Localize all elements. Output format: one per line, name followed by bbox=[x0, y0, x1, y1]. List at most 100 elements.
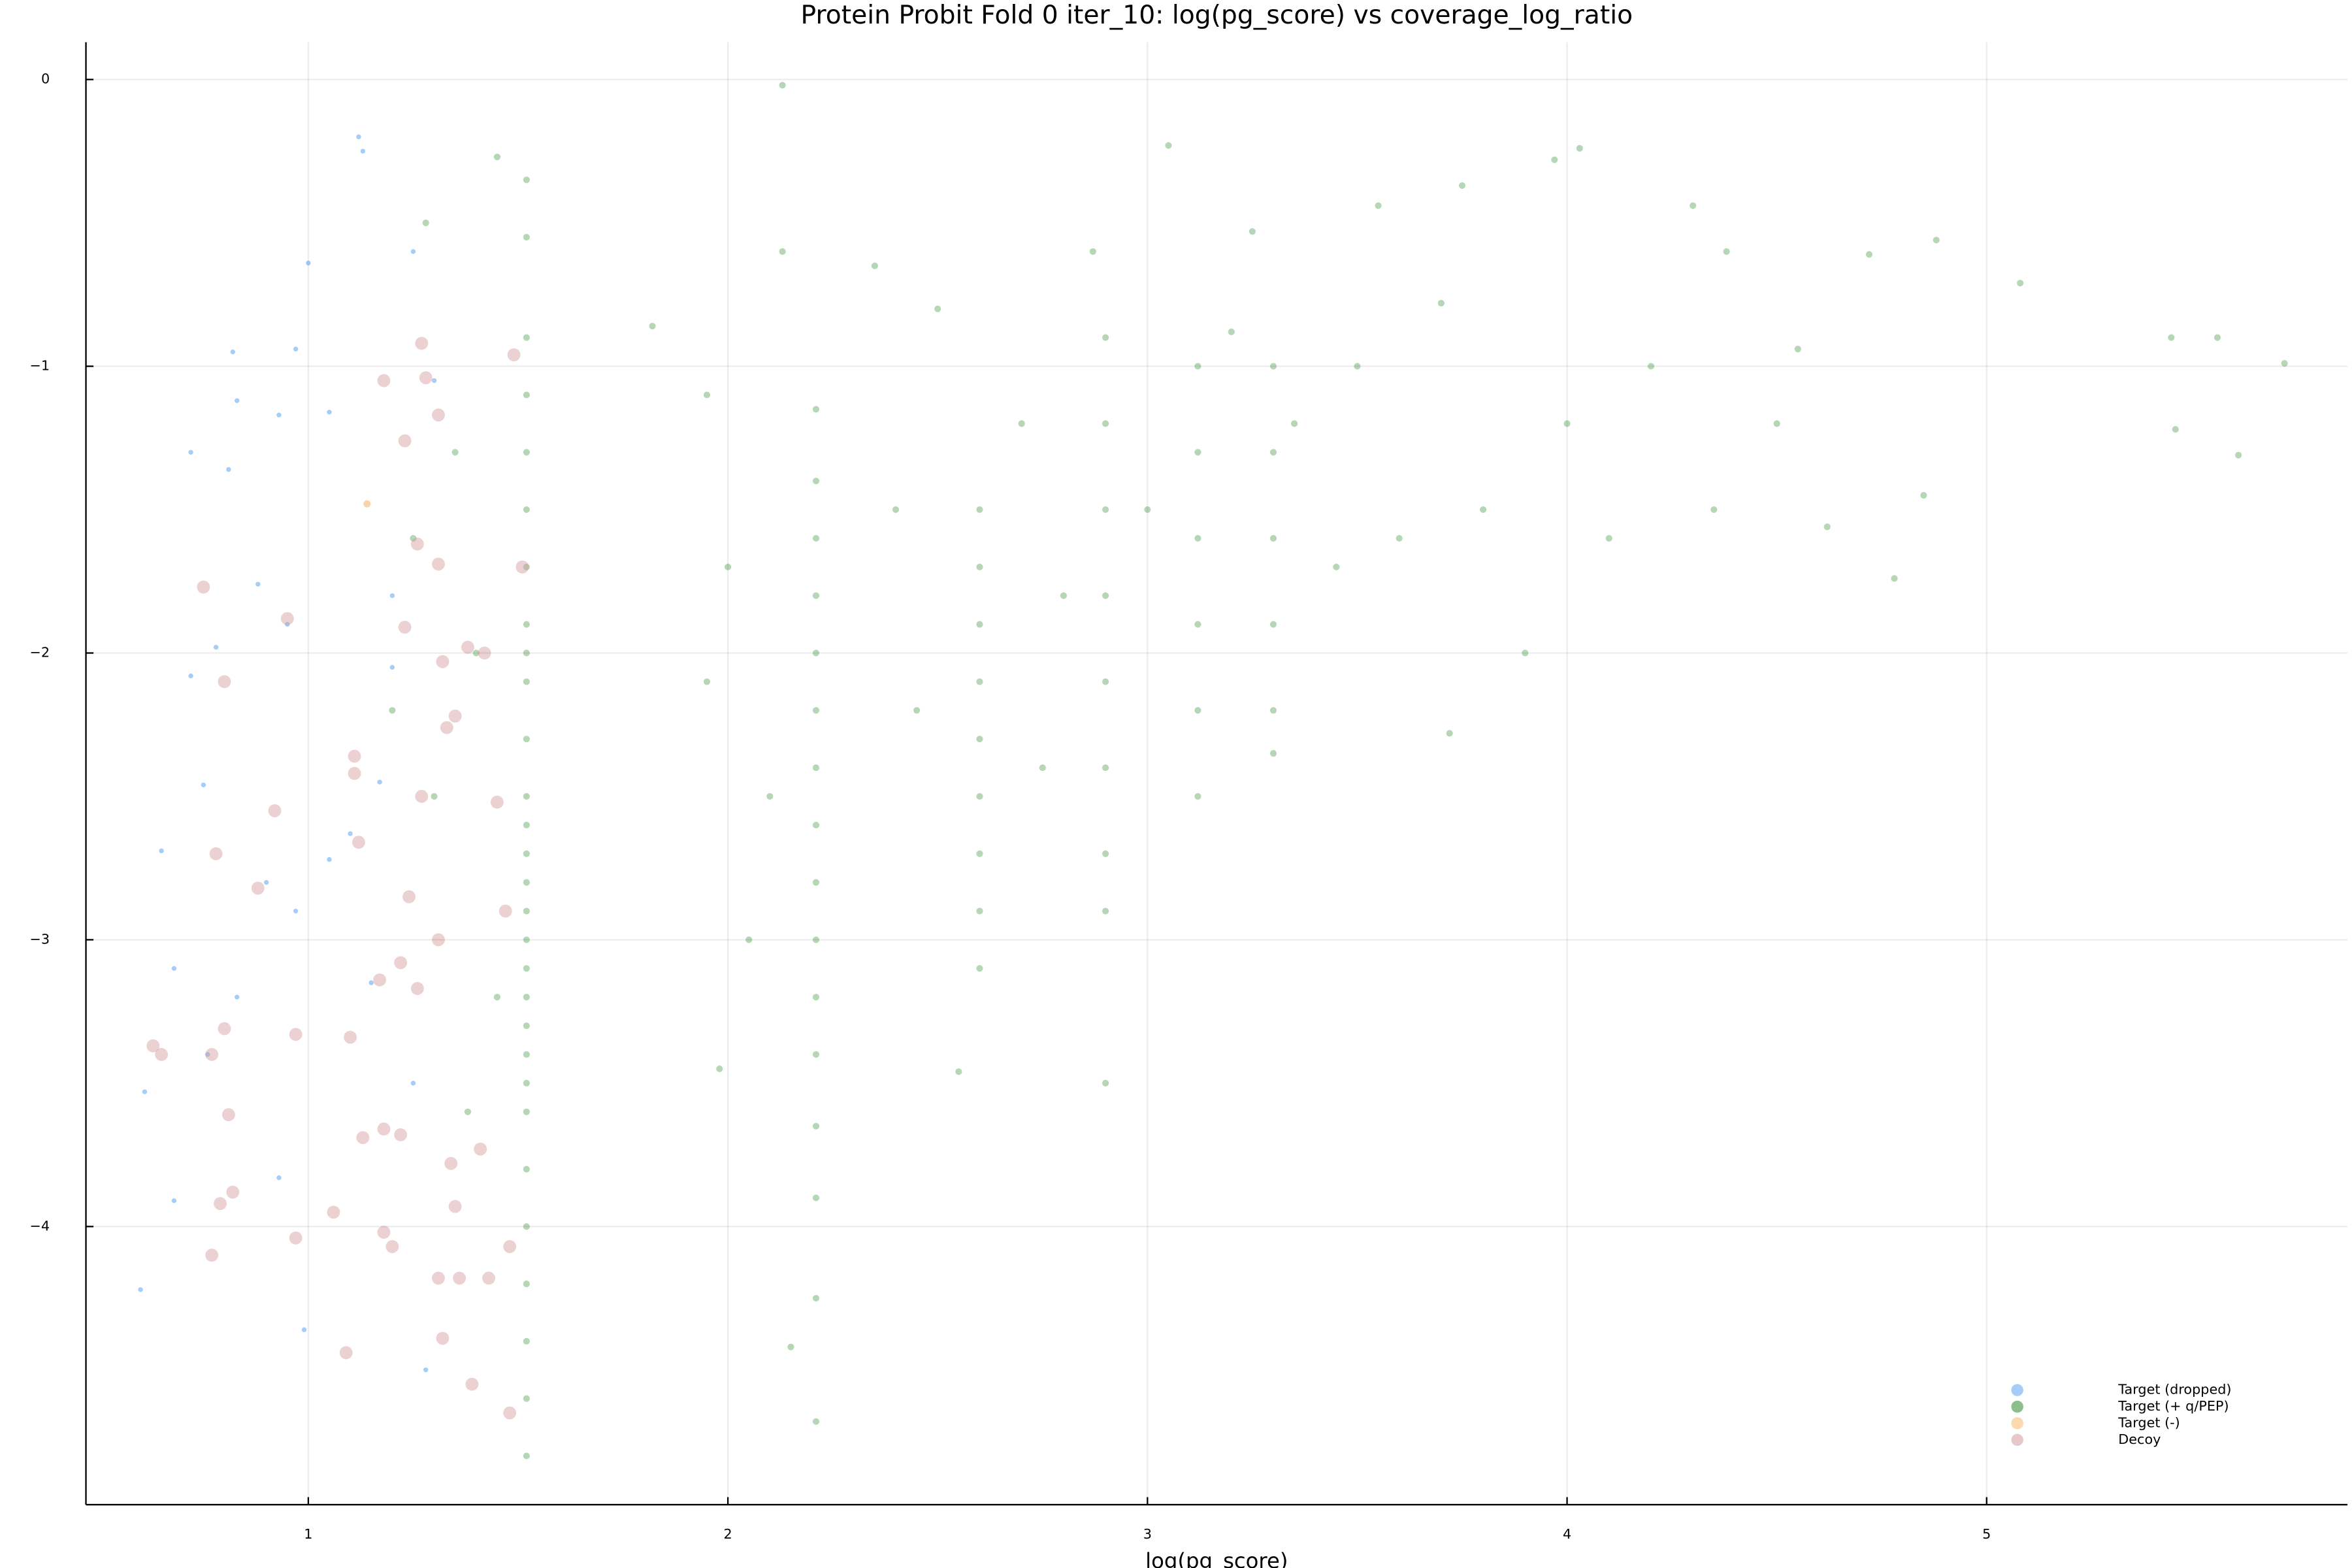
data-point bbox=[523, 1022, 530, 1030]
data-point bbox=[812, 936, 820, 943]
data-point bbox=[934, 305, 941, 312]
data-point bbox=[432, 557, 445, 571]
data-point bbox=[1333, 563, 1340, 570]
data-point bbox=[432, 933, 445, 947]
data-point bbox=[745, 936, 753, 943]
data-point bbox=[493, 994, 500, 1001]
legend-label: Decoy bbox=[2118, 1431, 2161, 1447]
data-point bbox=[2168, 334, 2175, 341]
data-point bbox=[1933, 237, 1940, 244]
data-point bbox=[1165, 142, 1172, 149]
data-point bbox=[410, 982, 424, 995]
x-tick-label: 4 bbox=[1563, 1526, 1571, 1542]
data-point bbox=[352, 836, 365, 849]
data-point bbox=[1102, 1079, 1109, 1086]
data-point bbox=[444, 1156, 458, 1170]
data-point bbox=[787, 1343, 794, 1350]
data-point bbox=[976, 850, 983, 857]
data-point bbox=[1723, 248, 1730, 255]
data-point bbox=[138, 1287, 143, 1292]
data-point bbox=[1551, 156, 1558, 163]
data-point bbox=[398, 621, 412, 634]
data-point bbox=[363, 500, 371, 508]
data-point bbox=[1194, 534, 1201, 542]
data-point bbox=[478, 646, 491, 660]
data-point bbox=[327, 857, 332, 862]
data-point bbox=[871, 262, 878, 270]
data-point bbox=[1690, 202, 1697, 209]
data-point bbox=[1710, 506, 1718, 514]
y-tick-label: 0 bbox=[41, 71, 50, 87]
data-point bbox=[1194, 621, 1201, 628]
data-point bbox=[493, 154, 500, 161]
data-point bbox=[301, 1327, 307, 1333]
data-point bbox=[1089, 248, 1096, 255]
data-point bbox=[503, 1406, 517, 1420]
data-point bbox=[235, 398, 240, 403]
data-point bbox=[327, 1205, 340, 1219]
data-point bbox=[703, 678, 711, 685]
data-point bbox=[188, 449, 193, 455]
data-point bbox=[812, 994, 820, 1001]
data-point bbox=[523, 965, 530, 972]
data-point bbox=[1039, 764, 1046, 772]
data-point bbox=[892, 506, 900, 514]
data-point bbox=[1102, 506, 1109, 514]
data-point bbox=[523, 736, 530, 743]
data-point bbox=[448, 710, 462, 723]
data-point bbox=[339, 1346, 353, 1360]
data-point bbox=[389, 593, 395, 598]
data-point bbox=[1144, 506, 1151, 514]
data-point bbox=[1102, 907, 1109, 915]
data-point bbox=[976, 736, 983, 743]
data-point bbox=[703, 391, 711, 399]
legend-marker bbox=[2011, 1384, 2023, 1396]
data-point bbox=[436, 1331, 449, 1345]
data-point bbox=[812, 406, 820, 413]
data-point bbox=[368, 980, 374, 985]
plot-area bbox=[138, 82, 2288, 1460]
data-point bbox=[431, 378, 437, 384]
legend-marker bbox=[2011, 1417, 2023, 1429]
data-point bbox=[1647, 363, 1655, 370]
data-point bbox=[1194, 363, 1201, 370]
data-point bbox=[159, 848, 164, 854]
data-point bbox=[226, 466, 231, 472]
data-point bbox=[432, 1271, 445, 1285]
data-point bbox=[523, 936, 530, 943]
data-point bbox=[373, 973, 387, 987]
data-point bbox=[716, 1065, 723, 1073]
data-point bbox=[976, 621, 983, 628]
data-point bbox=[812, 534, 820, 542]
data-point bbox=[1102, 334, 1109, 341]
data-point bbox=[423, 1367, 429, 1373]
data-point bbox=[230, 349, 236, 355]
chart-title: Protein Probit Fold 0 iter_10: log(pg_sc… bbox=[801, 1, 1633, 30]
data-point bbox=[523, 1079, 530, 1086]
data-point bbox=[2017, 280, 2024, 287]
data-point bbox=[1458, 182, 1466, 189]
data-point bbox=[235, 994, 240, 1000]
data-point bbox=[2235, 451, 2242, 459]
data-point bbox=[422, 220, 429, 227]
data-point bbox=[1437, 299, 1445, 307]
data-point bbox=[205, 1249, 219, 1262]
data-point bbox=[649, 323, 656, 330]
data-point bbox=[2172, 426, 2179, 433]
data-point bbox=[394, 1128, 408, 1141]
data-point bbox=[2213, 334, 2221, 341]
data-point bbox=[812, 592, 820, 599]
data-point bbox=[218, 675, 231, 689]
data-point bbox=[1194, 449, 1201, 456]
data-point bbox=[812, 1122, 820, 1130]
data-point bbox=[146, 1039, 160, 1053]
data-point bbox=[389, 707, 396, 714]
data-point bbox=[280, 612, 294, 625]
data-point bbox=[431, 792, 438, 800]
data-point bbox=[1563, 420, 1571, 427]
data-point bbox=[1102, 764, 1109, 772]
data-point bbox=[377, 1122, 391, 1136]
data-point bbox=[276, 1175, 282, 1181]
